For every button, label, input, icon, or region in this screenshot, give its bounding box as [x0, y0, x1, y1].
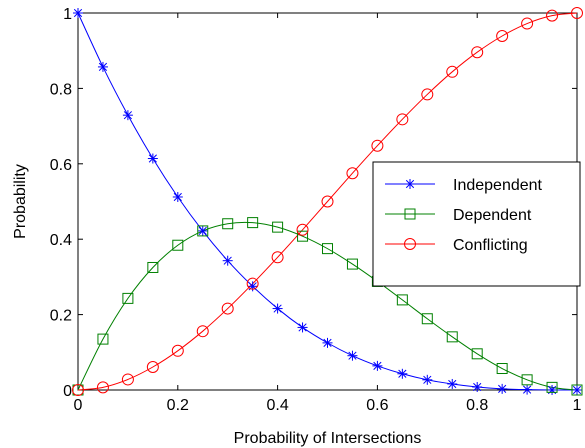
data-point-conflicting	[346, 167, 359, 180]
data-point-independent	[147, 153, 158, 164]
data-point-dependent	[272, 221, 284, 233]
legend-box	[372, 161, 581, 287]
legend-marker-dependent	[404, 208, 416, 220]
series-markers	[72, 7, 583, 396]
data-point-conflicting	[196, 325, 209, 338]
data-point-dependent	[222, 218, 234, 230]
data-point-conflicting	[96, 381, 109, 394]
data-point-dependent	[546, 381, 558, 393]
data-point-independent	[497, 383, 508, 394]
data-point-dependent	[322, 243, 333, 255]
data-point-independent	[197, 225, 208, 236]
data-point-conflicting	[296, 223, 309, 236]
data-point-dependent	[197, 225, 209, 237]
legend-marker-independent	[405, 179, 415, 189]
data-point-independent	[472, 381, 483, 392]
legend-label-dependent: Dependent	[453, 207, 532, 224]
legend-label-independent: Independent	[453, 177, 543, 194]
data-point-independent	[522, 384, 533, 395]
x-tick-label: 0.2	[167, 397, 189, 414]
data-point-independent	[73, 8, 83, 18]
data-point-conflicting	[321, 195, 334, 208]
legend-label-conflicting: Conflicting	[453, 237, 528, 254]
data-point-conflicting	[471, 46, 484, 59]
data-point-independent	[272, 303, 283, 314]
data-point-independent	[397, 368, 408, 379]
data-point-independent	[547, 384, 558, 395]
x-tick-label: 0.4	[266, 397, 288, 414]
data-point-independent	[297, 322, 308, 333]
legend-marker-conflicting	[404, 238, 416, 250]
data-point-conflicting	[446, 65, 459, 78]
y-tick-label: 1	[63, 6, 72, 23]
data-point-independent	[572, 385, 582, 395]
data-point-dependent	[496, 363, 508, 375]
x-axis-label: Probability of Intersections	[234, 430, 422, 447]
data-point-independent	[322, 337, 333, 348]
data-point-independent	[222, 255, 233, 266]
data-point-independent	[422, 374, 433, 385]
data-point-conflicting	[271, 251, 284, 264]
data-point-dependent	[97, 333, 109, 345]
data-point-dependent	[147, 261, 159, 273]
data-point-conflicting	[121, 373, 134, 386]
data-point-dependent	[297, 230, 309, 242]
data-point-conflicting	[371, 139, 384, 152]
data-point-conflicting	[72, 384, 84, 396]
y-axis-label: Probability	[12, 164, 29, 239]
series-line-conflicting	[77, 12, 578, 391]
data-point-independent	[97, 61, 108, 72]
series-line-dependent	[77, 221, 578, 391]
data-point-independent	[347, 350, 358, 361]
x-tick-label: 0.6	[366, 397, 388, 414]
data-point-dependent	[446, 331, 458, 343]
data-point-conflicting	[521, 17, 534, 30]
data-point-dependent	[471, 348, 483, 360]
data-point-independent	[172, 191, 183, 202]
data-point-independent	[447, 378, 458, 389]
tick-labels: 0 0.2 0.4 0.6 0.8 1 0 0.2 0.4 0.6 0.8 1	[50, 6, 582, 414]
legend: Independent Dependent Conflicting	[372, 161, 581, 287]
data-point-dependent	[571, 384, 583, 396]
data-point-conflicting	[496, 29, 509, 42]
data-point-dependent	[247, 217, 259, 229]
y-tick-label: 0	[63, 383, 72, 400]
data-point-dependent	[122, 292, 134, 304]
data-point-independent	[122, 110, 133, 121]
data-point-dependent	[521, 374, 533, 386]
data-point-conflicting	[546, 9, 559, 22]
x-tick-label: 1	[573, 397, 582, 414]
y-tick-label: 0.2	[50, 308, 72, 325]
data-point-conflicting	[246, 277, 259, 290]
x-tick-label: 0.8	[466, 397, 488, 414]
data-point-dependent	[421, 313, 433, 325]
y-tick-label: 0.6	[50, 157, 72, 174]
data-point-conflicting	[171, 344, 184, 357]
data-point-conflicting	[146, 361, 159, 374]
data-point-dependent	[396, 294, 408, 306]
data-point-conflicting	[396, 113, 409, 126]
data-point-independent	[372, 360, 383, 371]
data-point-conflicting	[221, 302, 234, 315]
data-point-conflicting	[421, 88, 434, 101]
data-point-conflicting	[571, 7, 583, 19]
data-point-dependent	[346, 258, 358, 270]
y-tick-label: 0.8	[50, 81, 72, 98]
data-point-independent	[247, 281, 258, 292]
data-point-dependent	[172, 239, 184, 251]
y-tick-label: 0.4	[50, 232, 72, 249]
x-tick-label: 0	[74, 397, 83, 414]
